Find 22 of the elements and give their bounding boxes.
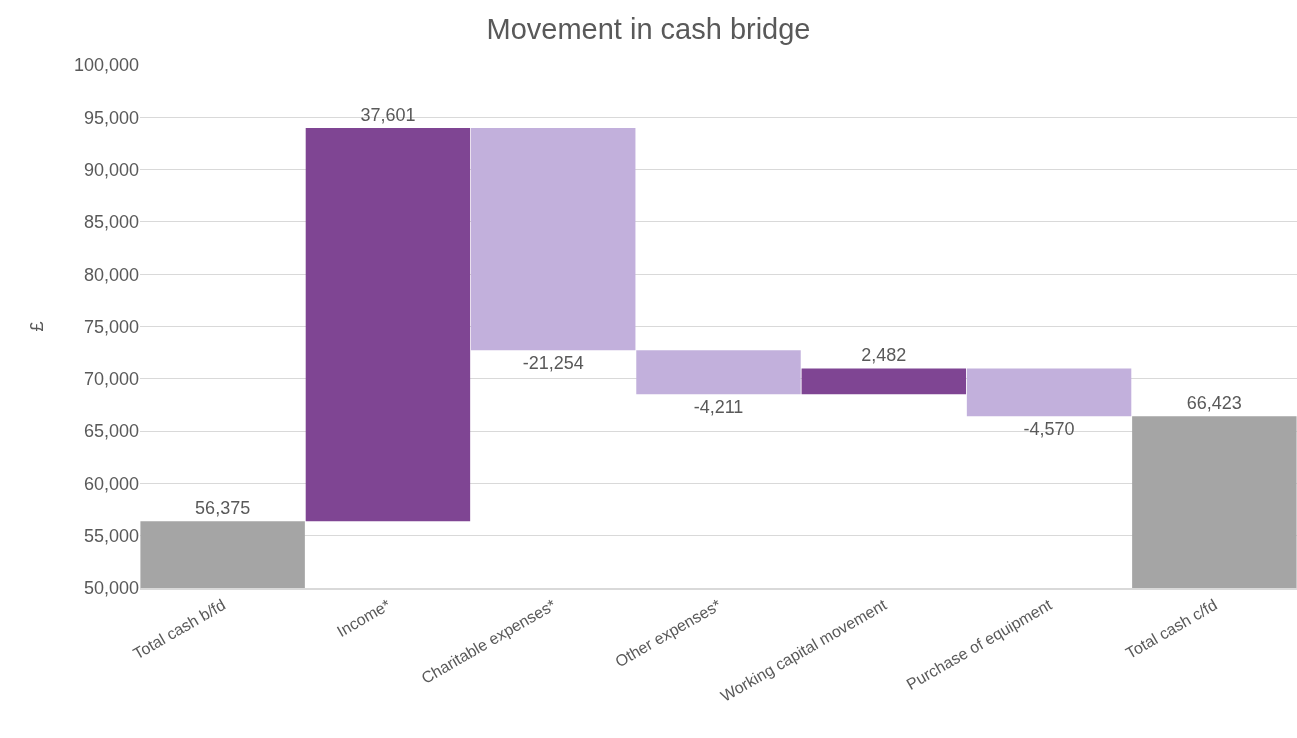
y-tick-label: 95,000 (83, 107, 139, 128)
y-tick-label: 70,000 (83, 369, 139, 390)
data-label: -4,211 (693, 397, 744, 418)
data-label: 2,482 (861, 345, 907, 366)
y-tick-label: 75,000 (83, 316, 139, 337)
x-tick-label: Total cash c/fd (1122, 596, 1220, 662)
y-tick-label: 60,000 (83, 473, 139, 494)
data-label: -21,254 (522, 353, 584, 374)
y-tick-label: 50,000 (83, 578, 139, 599)
data-label: 66,423 (1186, 393, 1242, 414)
y-tick-label: 65,000 (83, 421, 139, 442)
y-tick-label: 80,000 (83, 264, 139, 285)
data-label: 37,601 (360, 105, 416, 126)
x-tick-label: Total cash b/fd (130, 596, 229, 663)
y-axis-title: £ (27, 321, 48, 332)
data-label: -4,570 (1023, 419, 1075, 440)
y-tick-label: 90,000 (83, 159, 139, 180)
y-tick-label: 100,000 (73, 55, 139, 76)
y-tick-label: 85,000 (83, 212, 139, 233)
chart-title: Movement in cash bridge (486, 12, 811, 45)
y-tick-label: 55,000 (83, 526, 139, 546)
data-label: 56,375 (195, 498, 251, 519)
